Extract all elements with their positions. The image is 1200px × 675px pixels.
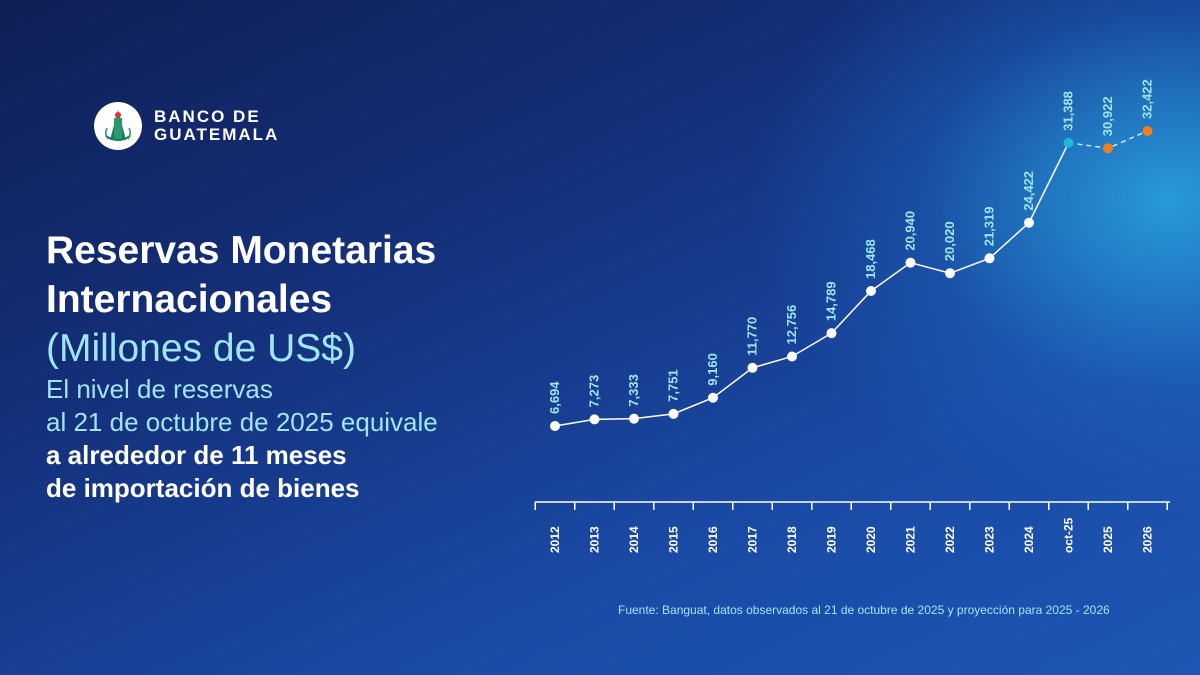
data-point-oct-25	[1063, 137, 1074, 148]
data-point-2022	[945, 268, 955, 279]
x-tick-label-2017: 2017	[746, 526, 760, 553]
description-bold-line-1: a alrededor de 11 meses	[46, 440, 347, 470]
data-point-2016	[708, 392, 718, 403]
x-tick-label-2021: 2021	[904, 526, 918, 553]
x-tick-label-2024: 2024	[1022, 526, 1036, 553]
x-tick-label-2018: 2018	[785, 526, 799, 553]
bank-name-line1: BANCO DE	[154, 107, 261, 126]
x-tick-label-2013: 2013	[588, 526, 602, 553]
x-tick-label-2014: 2014	[627, 526, 641, 553]
x-tick-label-2026: 2026	[1141, 526, 1155, 553]
x-tick-label-oct-25: oct-25	[1062, 517, 1076, 553]
data-label-2023: 21,319	[982, 207, 997, 247]
title-line-2: Internacionales	[46, 278, 333, 321]
x-tick-label-2022: 2022	[943, 526, 957, 553]
x-tick-label-2025: 2025	[1101, 526, 1115, 553]
data-label-2017: 11,770	[745, 317, 760, 356]
data-label-2016: 9,160	[705, 353, 720, 386]
description-line-1: El nivel de reservas	[46, 374, 273, 404]
data-label-2015: 7,751	[666, 369, 681, 402]
data-point-2017	[747, 362, 758, 373]
x-tick-label-2023: 2023	[983, 526, 997, 553]
data-label-2022: 20,020	[942, 221, 957, 261]
data-point-2025	[1103, 143, 1113, 154]
data-point-2019	[826, 328, 837, 339]
title-subtitle: (Millones de US$)	[46, 327, 356, 370]
data-label-2026: 32,422	[1140, 79, 1155, 119]
x-tick-label-2012: 2012	[548, 526, 562, 553]
bank-name: BANCO DE GUATEMALA	[154, 108, 279, 144]
data-label-2013: 7,273	[587, 375, 602, 408]
data-point-2023	[984, 253, 995, 264]
bank-logo: BANCO DE GUATEMALA	[94, 102, 279, 150]
data-point-2015	[668, 408, 679, 419]
data-label-2012: 6,694	[547, 381, 562, 414]
description-line-2: al 21 de octubre de 2025 equivale	[46, 407, 438, 437]
data-label-2014: 7,333	[626, 374, 641, 407]
bank-name-line2: GUATEMALA	[154, 125, 280, 144]
data-label-2021: 20,940	[903, 211, 918, 251]
x-tick-label-2016: 2016	[706, 526, 720, 553]
data-label-2018: 12,756	[784, 305, 799, 345]
data-point-2020	[866, 285, 876, 296]
data-point-2018	[787, 351, 797, 362]
x-tick-label-2020: 2020	[864, 526, 878, 553]
data-label-oct-25: 31,388	[1061, 91, 1076, 131]
data-point-2013	[589, 414, 600, 425]
data-label-2024: 24,422	[1021, 171, 1036, 211]
headline-block: Reservas Monetarias Internacionales (Mil…	[46, 226, 526, 505]
x-tick-label-2019: 2019	[825, 526, 839, 553]
data-point-2012	[550, 421, 560, 431]
series-observed-line	[554, 142, 1070, 427]
guatemala-emblem-icon	[94, 102, 142, 150]
x-tick-label-2015: 2015	[667, 526, 681, 553]
data-label-2020: 18,468	[863, 239, 878, 279]
data-point-2024	[1024, 217, 1034, 228]
description-bold-line-2: de importación de bienes	[46, 473, 360, 503]
data-point-2014	[629, 413, 639, 424]
data-point-2026	[1142, 126, 1153, 136]
source-note: Fuente: Banguat, datos observados al 21 …	[618, 603, 1110, 617]
data-label-2025: 30,922	[1100, 96, 1115, 136]
title-line-1: Reservas Monetarias	[46, 229, 437, 272]
data-point-2021	[905, 257, 916, 268]
data-label-2019: 14,789	[824, 281, 839, 321]
